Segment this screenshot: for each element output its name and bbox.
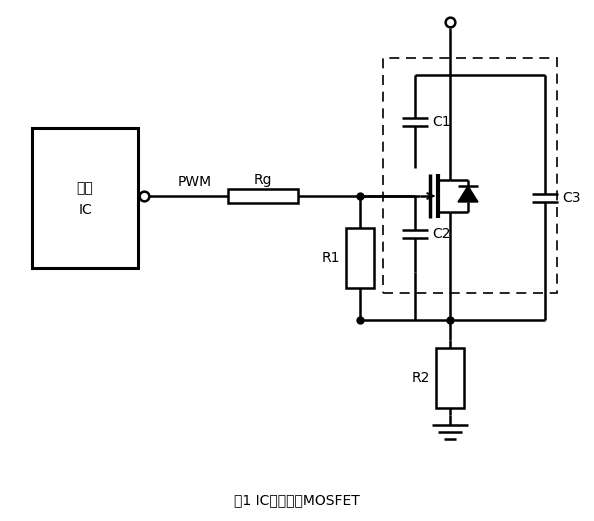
Text: C1: C1 — [432, 115, 451, 129]
Text: Rg: Rg — [254, 173, 272, 187]
Text: R2: R2 — [412, 370, 430, 384]
Text: R1: R1 — [321, 251, 340, 265]
Bar — [228, 189, 298, 203]
Bar — [436, 348, 464, 407]
Text: C2: C2 — [432, 227, 450, 241]
Polygon shape — [458, 186, 478, 202]
Bar — [383, 58, 557, 293]
Bar — [346, 228, 374, 288]
Text: 电源: 电源 — [77, 181, 93, 195]
Text: IC: IC — [78, 203, 92, 217]
Text: 图1 IC直接驱动MOSFET: 图1 IC直接驱动MOSFET — [234, 493, 360, 507]
Text: C3: C3 — [562, 191, 580, 205]
Bar — [32, 128, 138, 268]
Text: PWM: PWM — [178, 175, 212, 189]
